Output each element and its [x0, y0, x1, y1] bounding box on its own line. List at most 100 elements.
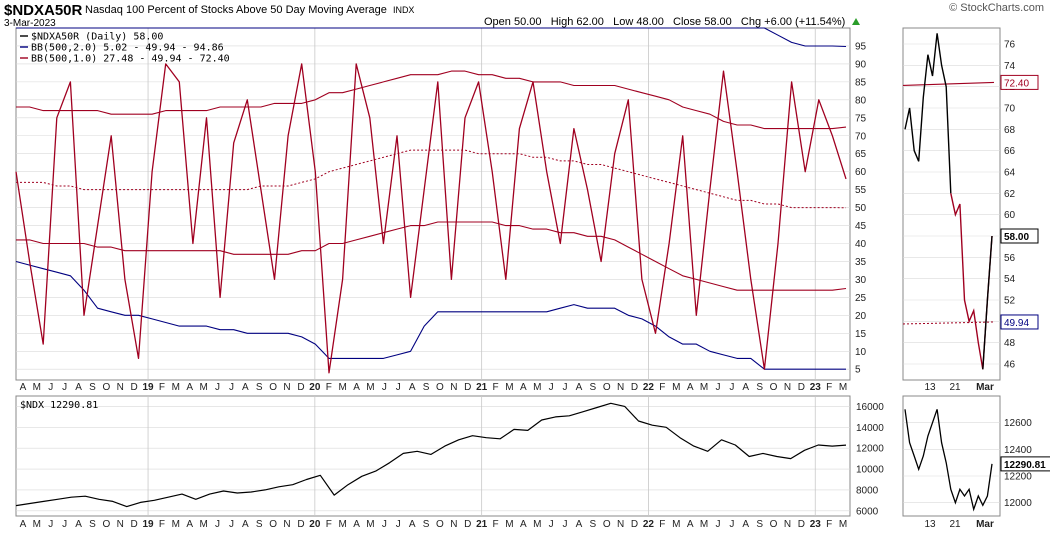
x-tick-label: M [172, 519, 180, 530]
x-tick-label: O [436, 382, 444, 393]
close-label: Close [673, 16, 702, 28]
x-tick-label: N [117, 519, 124, 530]
x-tick-label: S [256, 519, 263, 530]
x-tick-label: S [756, 519, 763, 530]
x-tick-label: 22 [643, 382, 655, 393]
x-tick-label: F [326, 382, 332, 393]
y-tick-label: 50 [855, 203, 867, 214]
ndx-legend-entry: $NDX 12290.81 [20, 400, 98, 411]
x-tick-label: O [770, 519, 778, 530]
x-tick-label: J [549, 519, 554, 530]
x-tick-label: N [784, 519, 791, 530]
x-tick-label: M [700, 519, 708, 530]
x-tick-label: F [659, 519, 665, 530]
chg-value: +6.00 (+11.54%) [764, 16, 846, 28]
x-tick-label: M [172, 382, 180, 393]
x-tick-label: M [839, 519, 847, 530]
zoom-y-tick-label: 68 [1004, 125, 1016, 136]
x-tick-label: A [75, 382, 82, 393]
y-tick-label: 90 [855, 59, 867, 70]
ndx-price-line [15, 402, 847, 508]
zoom-y-tick-label: 60 [1004, 210, 1016, 221]
description-text: Nasdaq 100 Percent of Stocks Above 50 Da… [85, 4, 387, 16]
exchange-label: INDX [392, 5, 415, 15]
x-tick-label: N [617, 519, 624, 530]
x-tick-label: D [798, 519, 805, 530]
x-tick-label: J [229, 519, 234, 530]
zoom-x-tick-label: Mar [976, 382, 994, 393]
band-upper-label-box [1000, 74, 1039, 90]
x-tick-label: S [590, 519, 597, 530]
ndx-zoom-x-tick-label: 13 [924, 519, 936, 530]
x-tick-label: N [283, 382, 290, 393]
x-tick-label: M [366, 519, 374, 530]
x-tick-label: A [520, 382, 527, 393]
x-tick-label: D [131, 382, 138, 393]
y-tick-label: 10 [855, 347, 867, 358]
zoom-x-tick-label: 21 [949, 382, 961, 393]
x-tick-label: M [33, 519, 41, 530]
zoom-y-tick-label: 76 [1004, 40, 1016, 51]
ndx-y-tick-label: 8000 [856, 485, 879, 496]
x-tick-label: A [742, 519, 749, 530]
x-tick-label: O [603, 382, 611, 393]
x-tick-label: M [505, 519, 513, 530]
x-tick-label: O [102, 382, 110, 393]
ndx-panel [15, 395, 851, 517]
x-tick-label: A [75, 519, 82, 530]
x-tick-label: O [102, 519, 110, 530]
y-tick-label: 70 [855, 131, 867, 142]
x-tick-label: F [826, 382, 832, 393]
last-value-label: 58.00 [1004, 232, 1029, 243]
x-tick-label: N [450, 519, 457, 530]
x-tick-label: A [576, 382, 583, 393]
ndx-zoom-y-tick-label: 12000 [1004, 498, 1032, 509]
zoom-y-tick-label: 64 [1004, 168, 1016, 179]
x-tick-label: N [617, 382, 624, 393]
bb2-lower-line [15, 260, 846, 370]
y-tick-label: 40 [855, 239, 867, 250]
x-tick-label: D [131, 519, 138, 530]
x-tick-label: J [48, 519, 53, 530]
x-tick-label: S [89, 382, 96, 393]
symbol-description: Nasdaq 100 Percent of Stocks Above 50 Da… [85, 4, 414, 16]
ndx-y-tick-label: 12000 [856, 444, 884, 455]
x-tick-label: A [353, 382, 360, 393]
x-tick-label: J [729, 519, 734, 530]
x-tick-label: O [770, 382, 778, 393]
x-tick-label: J [729, 382, 734, 393]
x-tick-label: D [798, 382, 805, 393]
ndxa50r-price-line [15, 63, 847, 374]
zoom-y-tick-label: 52 [1004, 296, 1016, 307]
stockcharts-logo: © StockCharts.com [949, 2, 1044, 14]
y-tick-label: 60 [855, 167, 867, 178]
x-tick-label: A [409, 382, 416, 393]
x-tick-label: S [423, 382, 430, 393]
x-tick-label: A [576, 519, 583, 530]
ndx-zoom-y-tick-label: 12400 [1004, 445, 1032, 456]
y-tick-label: 25 [855, 293, 867, 304]
y-tick-label: 15 [855, 329, 867, 340]
ndx-last-value-label: 12290.81 [1004, 460, 1046, 471]
x-tick-label: M [199, 519, 207, 530]
y-tick-label: 20 [855, 311, 867, 322]
x-tick-label: M [672, 382, 680, 393]
y-tick-label: 55 [855, 185, 867, 196]
x-tick-label: A [20, 382, 27, 393]
ndx-y-tick-label: 14000 [856, 423, 884, 434]
x-tick-label: M [338, 519, 346, 530]
y-tick-label: 85 [855, 77, 867, 88]
x-tick-label: S [89, 519, 96, 530]
x-tick-label: M [505, 382, 513, 393]
ndx-y-tick-label: 16000 [856, 402, 884, 413]
y-tick-label: 95 [855, 41, 867, 52]
zoom-y-tick-label: 46 [1004, 360, 1016, 371]
chg-label: Chg [740, 16, 762, 28]
bb1-upper-line [16, 70, 847, 130]
x-tick-label: D [464, 382, 471, 393]
x-tick-label: J [382, 519, 387, 530]
x-tick-label: J [62, 382, 67, 393]
ndx-zoom-panel [902, 395, 1001, 517]
x-tick-label: F [326, 519, 332, 530]
